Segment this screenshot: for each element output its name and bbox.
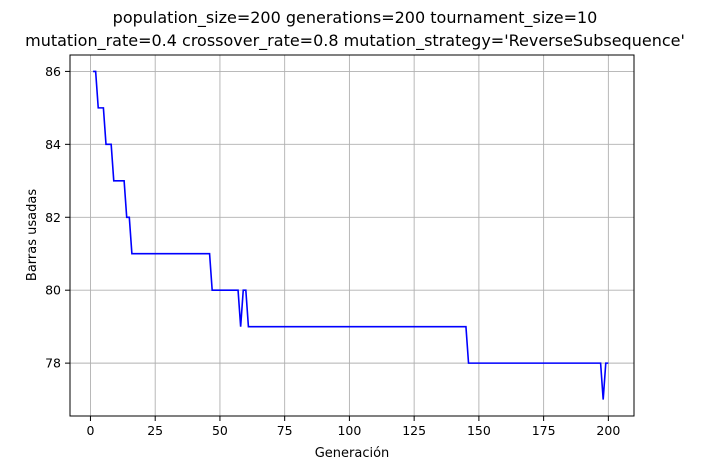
y-tick-label: 80: [45, 283, 61, 298]
x-tick-label: 50: [212, 423, 228, 438]
x-tick-label: 200: [596, 423, 620, 438]
x-tick-label: 100: [337, 423, 361, 438]
grid: [70, 55, 634, 416]
x-tick-label: 150: [467, 423, 491, 438]
x-tick-label: 75: [277, 423, 293, 438]
x-tick-label: 25: [147, 423, 163, 438]
x-tick-label: 0: [86, 423, 94, 438]
x-axis-label: Generación: [315, 446, 390, 461]
y-tick-label: 84: [45, 137, 61, 152]
axis-ticks: 0 25 50 75 100 125 150 175 200 78 80 82 84 86: [45, 64, 620, 438]
chart-title-line-2: mutation_rate=0.4 crossover_rate=0.8 mut…: [25, 31, 685, 51]
x-tick-label: 125: [402, 423, 426, 438]
y-tick-label: 82: [45, 210, 61, 225]
y-tick-label: 86: [45, 64, 61, 79]
series-line: [93, 70, 609, 400]
y-axis-label: Barras usadas: [25, 189, 40, 281]
y-tick-label: 78: [45, 356, 61, 371]
x-tick-label: 175: [532, 423, 556, 438]
plot-frame: [69, 54, 635, 417]
chart-title-line-1: population_size=200 generations=200 tour…: [113, 8, 598, 28]
